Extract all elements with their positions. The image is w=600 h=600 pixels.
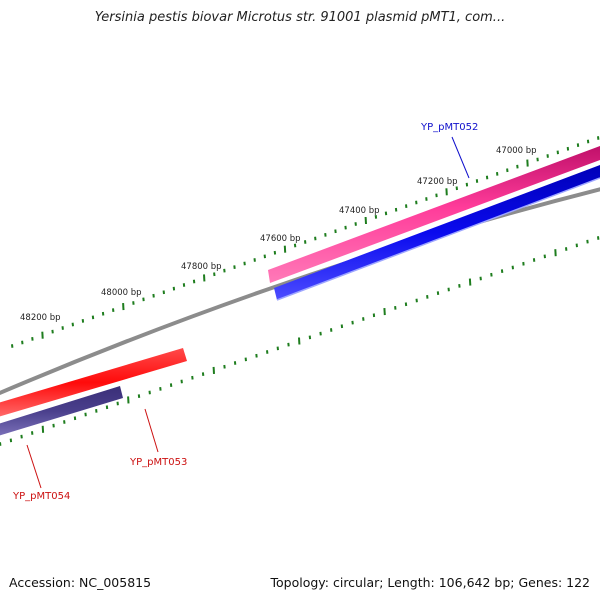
gene-label-yp-pmt054[interactable]: YP_pMT054 [12, 491, 70, 502]
bp-tick-label: 47000 bp [496, 146, 537, 156]
gene-label-leader [144, 408, 159, 453]
bp-tick-label: 47200 bp [417, 177, 458, 187]
gene-label-leader [451, 136, 470, 179]
bp-tick-label: 48200 bp [20, 313, 61, 323]
bp-tick-label: 48000 bp [101, 288, 142, 298]
gene-label-leader [26, 444, 42, 489]
gene-bar-yp-pmt052[interactable] [268, 146, 600, 283]
topology-summary: Topology: circular; Length: 106,642 bp; … [270, 575, 591, 590]
bp-tick-label: 47600 bp [260, 234, 301, 244]
gene-label-yp-pmt053[interactable]: YP_pMT053 [129, 457, 187, 468]
gene-bar-yp-pmt054[interactable] [0, 386, 123, 436]
bp-tick-label: 47800 bp [181, 262, 222, 272]
map-title: Yersinia pestis biovar Microtus str. 910… [94, 10, 506, 25]
gene-bar-yp-pmt053[interactable] [0, 348, 187, 417]
gene-label-yp-pmt052[interactable]: YP_pMT052 [420, 122, 478, 133]
feature-bar-blue-edge [276, 177, 600, 301]
feature-bar-blue[interactable] [274, 165, 600, 300]
accession-text: Accession: NC_005815 [9, 575, 152, 590]
ticks-group [0, 136, 600, 446]
bp-tick-label: 47400 bp [339, 206, 380, 216]
